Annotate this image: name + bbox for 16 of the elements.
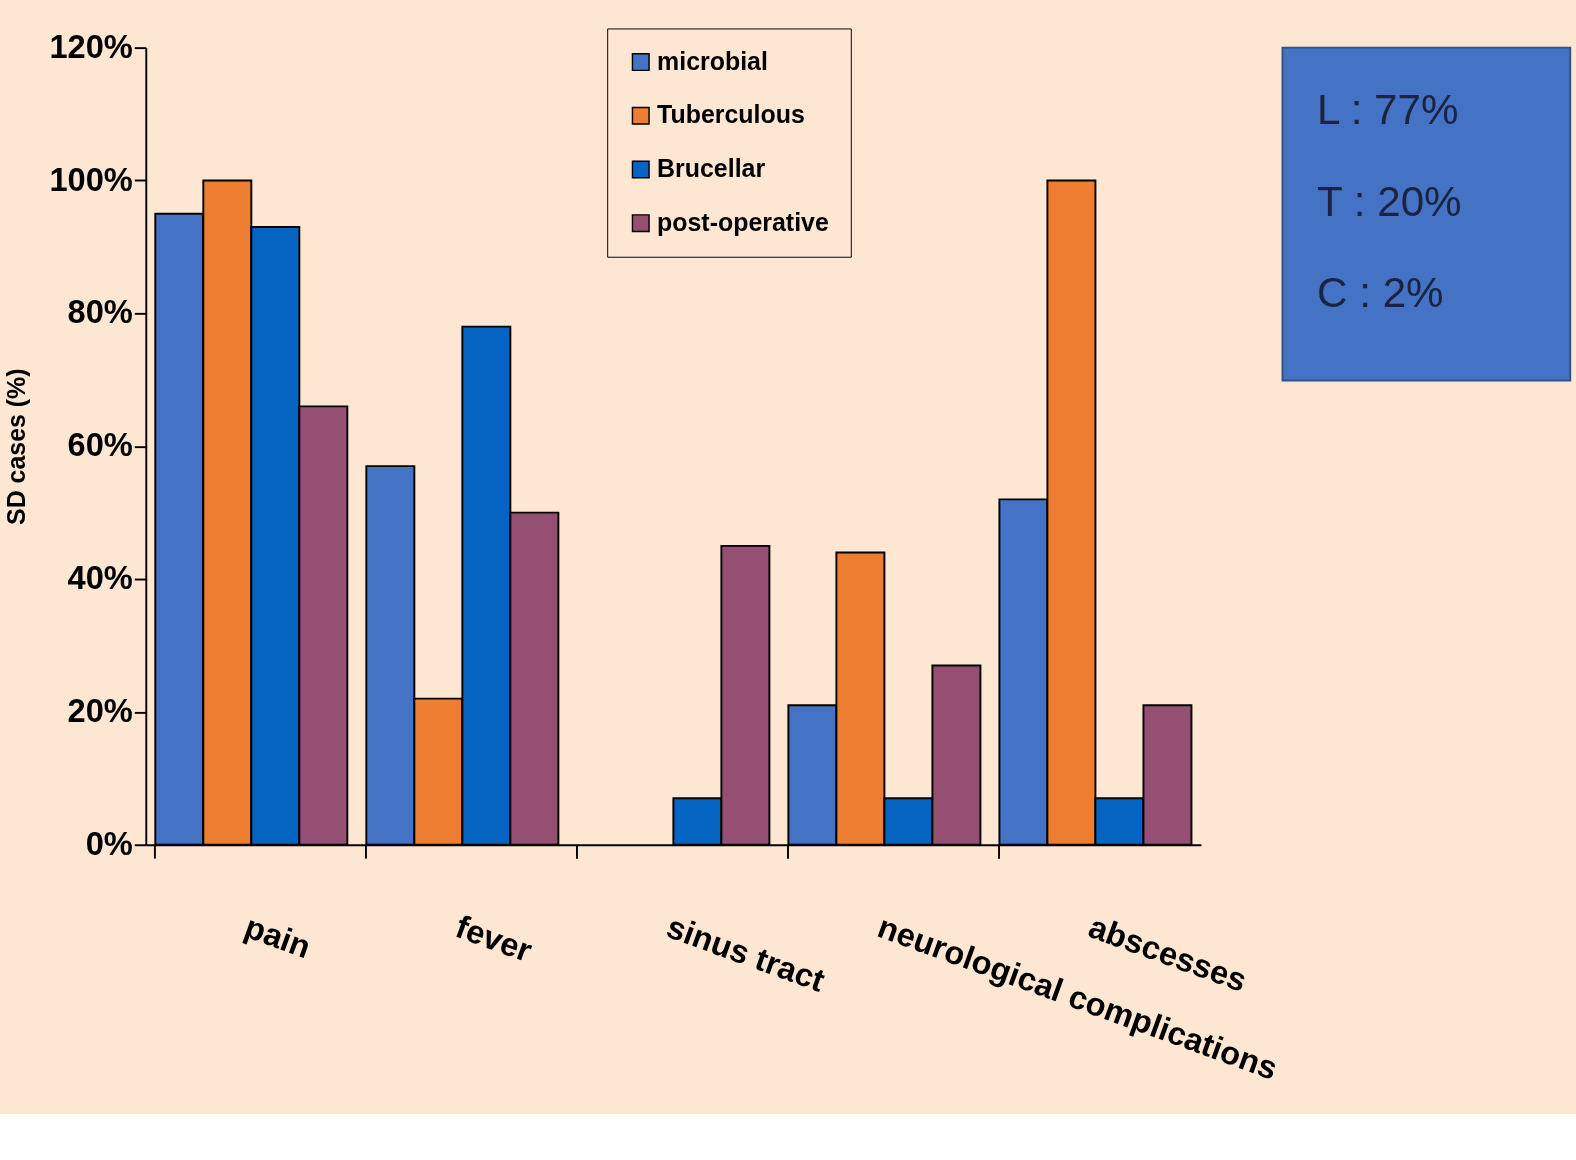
x-tick-label: fever (451, 907, 538, 970)
y-tick-label: 80% (67, 293, 133, 331)
text: L : 77% T : 20% C : 2% (1317, 86, 1462, 316)
x-tick-label: sinus tract (662, 907, 830, 999)
y-tick-label: 40% (67, 559, 133, 597)
y-tick-label: 100% (49, 160, 133, 198)
y-tick-label: 20% (67, 691, 133, 729)
x-tick-label: pain (240, 907, 316, 966)
legend-label: post-operative (657, 207, 829, 236)
y-tick-label: 0% (85, 824, 133, 862)
y-tick-label: 120% (49, 27, 133, 65)
y-axis-title: SD cases (%) (2, 368, 31, 525)
legend-label: Tuberculous (657, 100, 805, 129)
y-tick-label: 60% (67, 426, 133, 464)
legend-label: Brucellar (657, 154, 766, 183)
legend-label: microbial (657, 46, 768, 75)
